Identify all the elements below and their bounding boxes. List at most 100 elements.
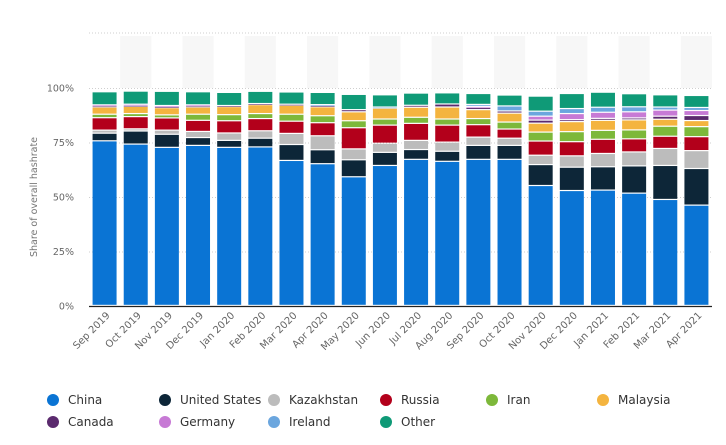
bar-segment-china xyxy=(622,193,647,305)
bar-segment-canada xyxy=(466,108,491,110)
bar-group xyxy=(528,96,553,305)
bar-segment-united-states xyxy=(497,145,522,159)
legend-item-malaysia[interactable]: Malaysia xyxy=(597,393,670,407)
bar-segment-other xyxy=(653,95,678,107)
bar-segment-kazakhstan xyxy=(248,131,273,138)
legend-item-ireland[interactable]: Ireland xyxy=(268,415,331,429)
bar-segment-malaysia xyxy=(404,107,429,117)
bar-segment-united-states xyxy=(123,131,148,144)
legend-item-china[interactable]: China xyxy=(47,393,102,407)
bar-segment-iran xyxy=(372,119,397,125)
bar-segment-canada xyxy=(248,104,273,105)
bar-segment-other xyxy=(154,91,179,105)
bar-segment-canada xyxy=(528,120,553,123)
bar-group xyxy=(154,91,179,305)
bar-segment-russia xyxy=(435,125,460,142)
background-stripe xyxy=(556,36,588,88)
bar-segment-ireland xyxy=(466,105,491,106)
bar-segment-united-states xyxy=(466,145,491,159)
legend-dot-icon xyxy=(597,394,609,406)
bar-segment-china xyxy=(435,161,460,305)
legend-label: Russia xyxy=(401,393,440,407)
bar-segment-united-states xyxy=(248,138,273,147)
bar-segment-malaysia xyxy=(435,107,460,119)
background-stripe xyxy=(618,36,650,88)
bar-segment-china xyxy=(310,164,335,305)
bar-segment-china xyxy=(248,147,273,305)
bar-segment-china xyxy=(123,144,148,305)
bar-segment-canada xyxy=(684,116,709,120)
bar-segment-ireland xyxy=(653,107,678,110)
bar-segment-russia xyxy=(341,128,366,149)
bar-segment-canada xyxy=(590,118,615,120)
bar-segment-united-states xyxy=(372,152,397,165)
bar-segment-malaysia xyxy=(310,107,335,116)
bar-segment-united-states xyxy=(653,166,678,199)
bar-group xyxy=(559,94,584,305)
bar-segment-malaysia xyxy=(154,108,179,115)
bar-segment-united-states xyxy=(154,134,179,147)
bar-segment-kazakhstan xyxy=(435,142,460,151)
bar-segment-kazakhstan xyxy=(372,143,397,152)
legend-dot-icon xyxy=(380,416,392,428)
bar-segment-iran xyxy=(559,132,584,142)
bar-segment-other xyxy=(279,92,304,104)
bar-segment-russia xyxy=(186,120,211,131)
legend-item-germany[interactable]: Germany xyxy=(159,415,235,429)
legend-dot-icon xyxy=(268,416,280,428)
legend-item-united-states[interactable]: United States xyxy=(159,393,261,407)
legend-item-iran[interactable]: Iran xyxy=(486,393,530,407)
legend-dot-icon xyxy=(159,394,171,406)
bar-segment-iran xyxy=(341,121,366,128)
bar-segment-malaysia xyxy=(466,110,491,118)
bar-segment-iran xyxy=(248,114,273,118)
bar-segment-other xyxy=(559,94,584,108)
bar-segment-malaysia xyxy=(217,107,242,115)
bar-segment-china xyxy=(154,147,179,305)
bar-segment-iran xyxy=(590,130,615,139)
bar-segment-germany xyxy=(466,106,491,108)
bar-segment-germany xyxy=(186,105,211,107)
bar-segment-other xyxy=(684,96,709,107)
bar-segment-china xyxy=(528,186,553,305)
legend-label: Malaysia xyxy=(618,393,671,407)
bar-segment-canada xyxy=(186,106,211,108)
y-tick-label: 0% xyxy=(59,302,74,313)
bar-segment-russia xyxy=(622,139,647,152)
legend-item-canada[interactable]: Canada xyxy=(47,415,114,429)
bar-segment-russia xyxy=(590,139,615,153)
bar-segment-other xyxy=(341,94,366,110)
bar-segment-canada xyxy=(341,110,366,112)
bar-segment-russia xyxy=(653,136,678,148)
y-axis-ticks: 0% 25% 50% 75% 100% xyxy=(47,84,74,313)
legend-item-other[interactable]: Other xyxy=(380,415,435,429)
bar-segment-germany xyxy=(559,114,584,120)
legend-item-kazakhstan[interactable]: Kazakhstan xyxy=(268,393,358,407)
legend-label: Canada xyxy=(68,415,114,429)
bar-segment-canada xyxy=(622,118,647,120)
bar-segment-iran xyxy=(310,116,335,123)
bar-segment-other xyxy=(248,91,273,103)
legend-dot-icon xyxy=(380,394,392,406)
bar-segment-iran xyxy=(684,127,709,137)
bar-segment-united-states xyxy=(186,138,211,145)
legend-dot-icon xyxy=(486,394,498,406)
bar-segment-ireland xyxy=(528,111,553,116)
bar-segment-iran xyxy=(653,126,678,136)
bar-group xyxy=(653,95,678,305)
bar-segment-russia xyxy=(279,121,304,133)
legend-dot-icon xyxy=(159,416,171,428)
bar-segment-germany xyxy=(622,112,647,118)
bar-segment-russia xyxy=(92,118,117,130)
legend-label: Iran xyxy=(507,393,531,407)
bar-segment-canada xyxy=(123,105,148,107)
bar-segment-kazakhstan xyxy=(466,137,491,145)
bar-segment-united-states xyxy=(622,166,647,193)
legend-dot-icon xyxy=(47,416,59,428)
bar-segment-malaysia xyxy=(248,105,273,113)
bar-segment-canada xyxy=(653,116,678,119)
bar-segment-united-states xyxy=(404,150,429,159)
bar-group xyxy=(310,93,335,305)
legend-item-russia[interactable]: Russia xyxy=(380,393,440,407)
bar-segment-malaysia xyxy=(341,112,366,121)
